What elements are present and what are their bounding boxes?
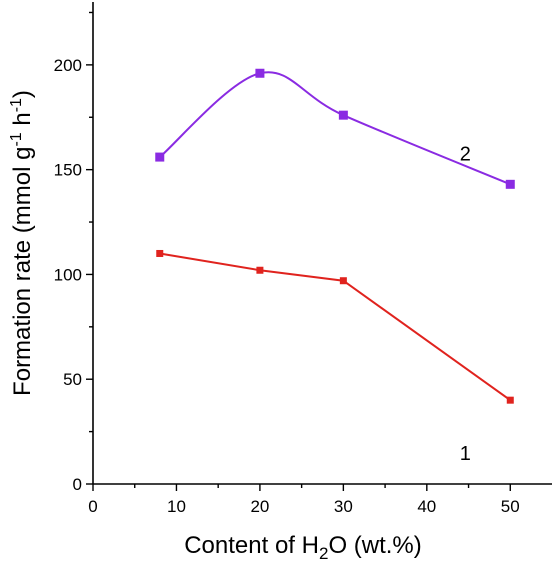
axes (92, 2, 552, 485)
x-ticks: 0 10 20 30 40 50 (88, 484, 520, 516)
x-tick-label: 50 (501, 497, 520, 516)
y-tick-label: 50 (63, 370, 82, 389)
series-1-marker (506, 396, 514, 404)
series-1-marker (256, 266, 264, 274)
y-tick-label: 0 (73, 475, 82, 494)
series-2-label: 2 (460, 143, 471, 165)
x-tick-label: 30 (334, 497, 353, 516)
y-axis-title: Formation rate (mmol g-1 h-1) (8, 90, 36, 396)
series-1-marker (339, 277, 347, 285)
series-1-label: 1 (460, 443, 471, 465)
series-2-marker (338, 110, 348, 120)
series-2-line (159, 71, 511, 186)
y-tick-label: 200 (54, 56, 82, 75)
y-ticks: 0 50 100 150 200 (54, 11, 93, 494)
series-2-marker (255, 68, 265, 78)
x-axis-title: Content of H2O (wt.%) (184, 532, 422, 562)
y-tick-label: 150 (54, 161, 82, 180)
series-2-marker (505, 179, 515, 189)
y-tick-label: 100 (54, 265, 82, 284)
x-tick-label: 40 (417, 497, 436, 516)
series-2-marker (155, 152, 165, 162)
series-layer: 12 (155, 68, 515, 465)
x-tick-label: 20 (250, 497, 269, 516)
series-1-line (159, 252, 511, 401)
x-tick-label: 0 (88, 497, 97, 516)
x-tick-label: 10 (167, 497, 186, 516)
series-1-marker (156, 249, 164, 257)
